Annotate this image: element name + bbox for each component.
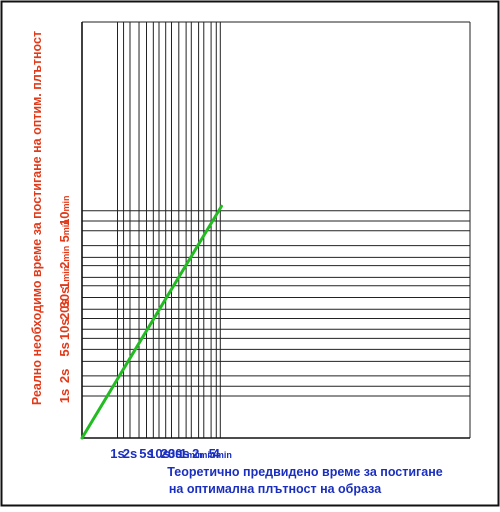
x-tick-label: 5s — [139, 446, 153, 461]
y-tick-label: 5min — [57, 219, 72, 242]
y-tick-label: 5s — [57, 342, 72, 356]
x-tick-label: 5min — [209, 446, 232, 461]
x-tick-label: 30s — [168, 446, 190, 461]
series-line — [80, 204, 223, 440]
x-tick-label: 1min — [180, 446, 203, 461]
y-tick-label: 1s — [57, 389, 72, 403]
series-layer — [80, 204, 223, 440]
y-tick-label: 30s — [57, 287, 72, 309]
y-axis-label: Реално необходимо време за постигане на … — [30, 31, 44, 405]
axis-layer — [81, 22, 470, 439]
x-tick-label: 10s — [148, 446, 170, 461]
y-tick-label: 2s — [57, 369, 72, 383]
x-tick-label: 20s — [161, 446, 183, 461]
y-tick-label: 2min — [57, 246, 72, 269]
x-axis-label-line-1: Теоретично предвидено време за постигане — [167, 465, 442, 479]
x-tick-label: 2s — [123, 446, 137, 461]
y-tick-label: 1min — [57, 266, 72, 289]
x-tick-label: 4 — [213, 446, 221, 461]
x-tick-label: 1s — [110, 446, 124, 461]
y-tick-label: 20s — [57, 298, 72, 320]
x-axis-label-line-2: на оптимална плътност на образа — [169, 482, 382, 496]
grid-layer — [82, 21, 471, 438]
y-tick-label: 10min — [57, 195, 72, 225]
y-tick-label: 10s — [57, 318, 72, 340]
x-tick-label: 2min — [192, 446, 215, 461]
